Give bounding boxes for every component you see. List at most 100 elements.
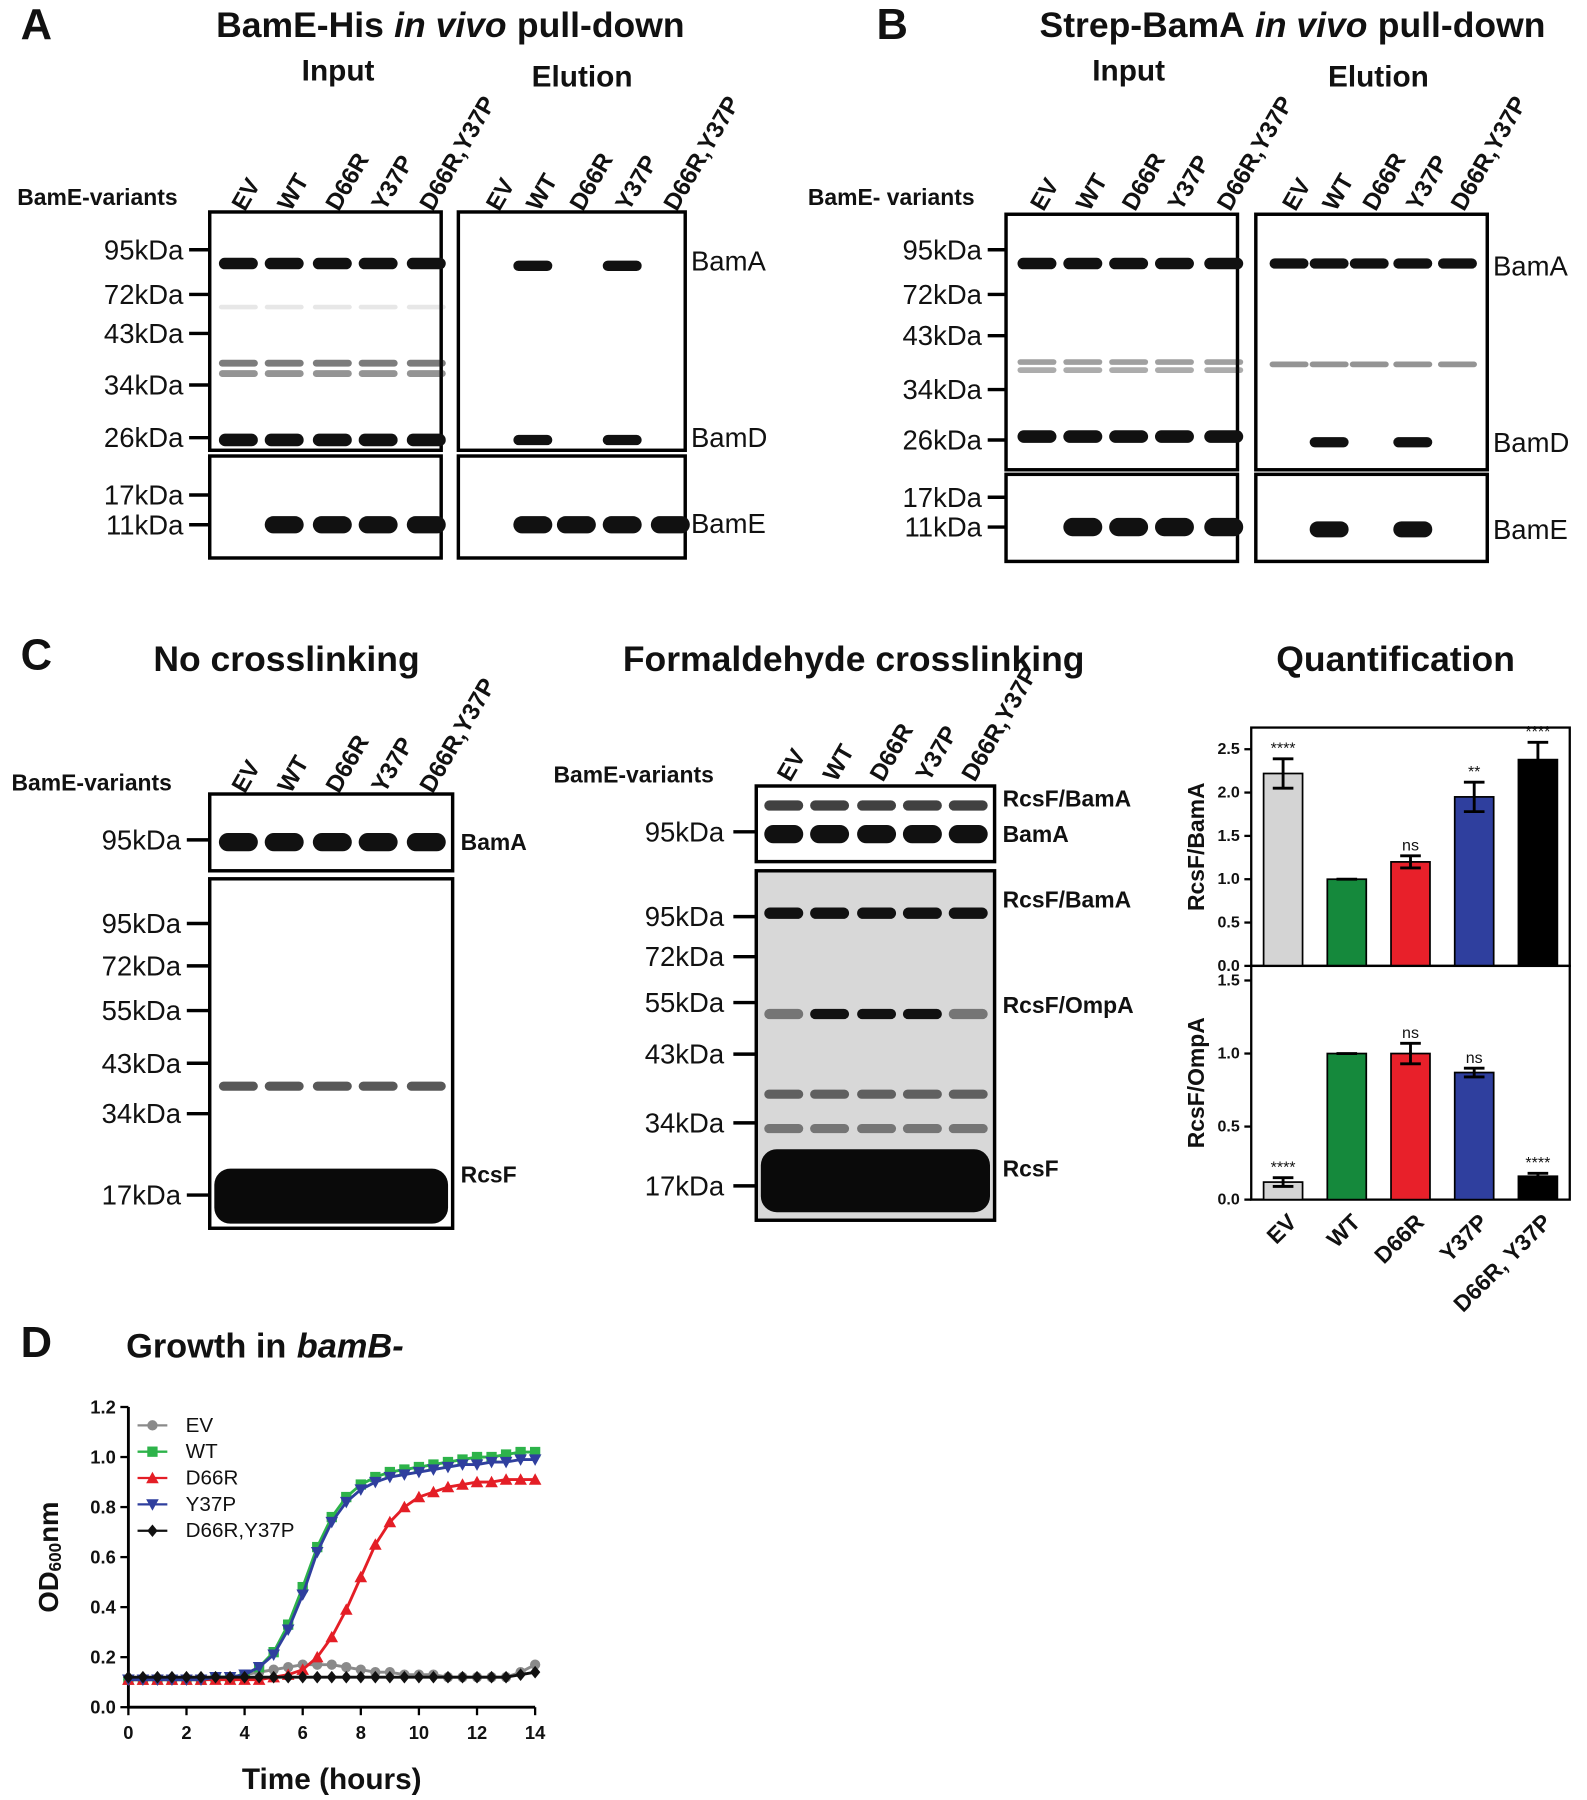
lane-label: D66R	[865, 719, 919, 786]
band	[602, 516, 642, 534]
marker-label: 72kDa	[645, 941, 725, 972]
marker-label: 17kDa	[102, 1180, 182, 1211]
band	[902, 1123, 942, 1134]
error-bar	[1400, 1041, 1421, 1066]
point	[457, 1670, 468, 1684]
title-text: Strep-BamA	[1040, 5, 1245, 45]
y-tick-label: 0.2	[90, 1647, 115, 1668]
y-tick-label: 0.0	[90, 1697, 115, 1718]
band	[1437, 361, 1477, 368]
significance-label: ****	[1525, 723, 1550, 741]
band	[1109, 367, 1149, 373]
point	[485, 1456, 498, 1469]
lane-label: WT	[1071, 169, 1113, 215]
blot-title: Formaldehyde crosslinking	[623, 639, 1085, 679]
band	[948, 1089, 988, 1099]
marker-label: 55kDa	[102, 995, 182, 1026]
point	[384, 1670, 396, 1684]
marker-label: 95kDa	[102, 908, 182, 939]
band	[358, 832, 398, 852]
band	[1154, 359, 1194, 365]
point	[428, 1670, 439, 1684]
panel-title: Growth in bamB-	[126, 1327, 404, 1365]
blot-frame	[208, 792, 455, 873]
lane-label: WT	[273, 169, 315, 215]
band	[902, 800, 942, 811]
legend-marker	[147, 1446, 158, 1457]
panel-title: BamE-His in vivo pull-down	[216, 5, 684, 45]
marker-label: 11kDa	[905, 512, 983, 543]
band-label: RcsF/OmpA	[1003, 992, 1134, 1018]
legend-marker	[146, 1499, 159, 1511]
band	[810, 800, 850, 811]
band	[218, 1081, 258, 1091]
point	[268, 1670, 279, 1684]
marker-label: 26kDa	[903, 424, 983, 455]
marker-label: 17kDa	[903, 482, 983, 513]
band	[312, 516, 352, 534]
elution-label: Elution	[1328, 60, 1429, 93]
point	[296, 1589, 310, 1601]
band	[312, 832, 352, 852]
marker-label: 34kDa	[102, 1098, 182, 1129]
band	[406, 433, 446, 447]
point	[515, 1668, 526, 1681]
band	[1154, 517, 1194, 537]
y-label-sub: 600	[45, 1543, 65, 1572]
point	[339, 1496, 353, 1509]
point	[499, 1473, 513, 1485]
band	[810, 907, 850, 919]
marker-label: 95kDa	[102, 824, 182, 855]
band	[264, 433, 304, 447]
band	[406, 370, 446, 377]
legend-label: WT	[186, 1440, 218, 1463]
band	[1017, 359, 1057, 365]
point	[325, 1630, 339, 1643]
point	[297, 1670, 308, 1684]
band	[1393, 437, 1433, 448]
band	[218, 433, 258, 447]
band	[764, 907, 804, 919]
band	[764, 800, 804, 811]
marker-label: 95kDa	[903, 234, 983, 265]
point	[383, 1515, 397, 1528]
point	[310, 1546, 324, 1559]
blot-frame	[456, 454, 687, 560]
point	[398, 1500, 411, 1513]
band	[760, 1149, 990, 1213]
band	[1063, 517, 1103, 537]
band	[218, 832, 258, 852]
band	[214, 1168, 449, 1224]
point	[442, 1670, 454, 1684]
significance-label: ns	[1402, 837, 1419, 855]
point	[195, 1670, 207, 1684]
lane-label: D66R	[321, 149, 375, 216]
row-label: BamE- variants	[808, 184, 975, 210]
band	[218, 257, 258, 270]
blot-frame	[208, 454, 443, 560]
band	[948, 1008, 988, 1020]
marker-label: 17kDa	[104, 479, 184, 510]
marker-label: 55kDa	[645, 987, 725, 1018]
band-label: BamA	[691, 246, 767, 277]
point	[239, 1670, 250, 1684]
band	[650, 516, 690, 534]
blot-frame	[1254, 212, 1489, 472]
y-tick-label: 0.6	[90, 1547, 115, 1568]
lane-label: EV	[227, 756, 266, 797]
y-tick-label: 2.0	[1217, 784, 1239, 802]
y-axis-label: RcsF/BamA	[1183, 782, 1209, 911]
band	[556, 516, 596, 534]
lane-label: WT	[273, 751, 315, 797]
elution-label: Elution	[532, 60, 633, 93]
x-tick-label: WT	[1322, 1209, 1366, 1253]
band	[1154, 430, 1194, 443]
point	[252, 1662, 266, 1674]
error-bar	[1463, 780, 1485, 814]
band	[1204, 430, 1244, 443]
significance-label: ****	[1271, 1158, 1296, 1176]
point	[354, 1570, 368, 1583]
point	[341, 1670, 352, 1684]
y-axis-label: OD600nm	[33, 1502, 65, 1613]
blot-frame	[1254, 472, 1489, 564]
